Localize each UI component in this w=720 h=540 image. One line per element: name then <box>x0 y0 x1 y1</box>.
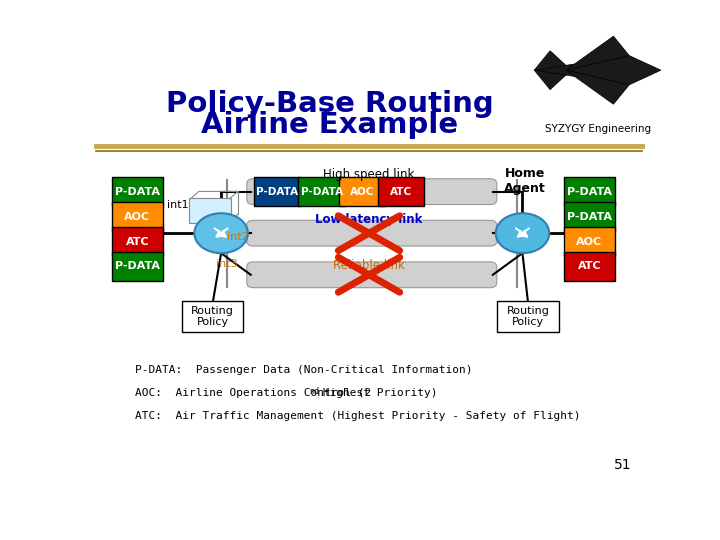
FancyBboxPatch shape <box>247 179 497 205</box>
FancyBboxPatch shape <box>247 262 497 288</box>
Polygon shape <box>534 51 566 70</box>
Text: ATC: ATC <box>125 237 149 247</box>
Text: Policy-Base Routing: Policy-Base Routing <box>166 90 494 118</box>
Text: ATC: ATC <box>577 261 601 272</box>
Text: P-DATA: P-DATA <box>115 261 160 272</box>
FancyBboxPatch shape <box>189 198 231 223</box>
Text: Reliable link: Reliable link <box>333 259 405 272</box>
Text: Highest Priority): Highest Priority) <box>316 388 438 399</box>
Polygon shape <box>534 56 661 85</box>
Polygon shape <box>566 36 629 70</box>
Text: AOC: AOC <box>576 237 603 247</box>
FancyBboxPatch shape <box>112 178 163 206</box>
FancyBboxPatch shape <box>112 227 163 255</box>
FancyBboxPatch shape <box>378 178 424 206</box>
Circle shape <box>194 213 248 253</box>
Text: P-DATA: P-DATA <box>567 212 612 221</box>
Text: 51: 51 <box>613 458 631 472</box>
FancyBboxPatch shape <box>564 202 615 231</box>
FancyBboxPatch shape <box>247 220 497 246</box>
Text: Routing
Policy: Routing Policy <box>507 306 549 327</box>
FancyBboxPatch shape <box>112 202 163 231</box>
FancyBboxPatch shape <box>182 301 243 332</box>
Text: Routing
Policy: Routing Policy <box>192 306 234 327</box>
FancyBboxPatch shape <box>564 227 615 255</box>
FancyBboxPatch shape <box>298 178 345 206</box>
FancyBboxPatch shape <box>253 178 300 206</box>
Text: P-DATA: P-DATA <box>115 187 160 197</box>
Polygon shape <box>534 70 566 90</box>
FancyBboxPatch shape <box>112 252 163 281</box>
Text: int1: int1 <box>167 200 189 210</box>
Text: AOC: AOC <box>349 187 374 197</box>
Text: High speed link: High speed link <box>323 167 415 181</box>
Text: int3: int3 <box>215 259 237 268</box>
Text: int2: int2 <box>227 232 248 242</box>
FancyBboxPatch shape <box>338 178 385 206</box>
Polygon shape <box>566 70 629 104</box>
Text: ATC: ATC <box>390 187 412 197</box>
Text: P-DATA: P-DATA <box>567 187 612 197</box>
FancyBboxPatch shape <box>498 301 559 332</box>
Text: nd: nd <box>310 387 319 396</box>
Text: Airline Example: Airline Example <box>202 111 459 139</box>
Text: Low latency link: Low latency link <box>315 213 423 226</box>
FancyBboxPatch shape <box>564 252 615 281</box>
Text: P-DATA:  Passenger Data (Non-Critical Information): P-DATA: Passenger Data (Non-Critical Inf… <box>135 366 472 375</box>
Text: SYZYGY Engineering: SYZYGY Engineering <box>544 124 651 134</box>
Text: ATC:  Air Traffic Management (Highest Priority - Safety of Flight): ATC: Air Traffic Management (Highest Pri… <box>135 411 580 421</box>
Text: AOC: AOC <box>125 212 150 221</box>
Text: AOC:  Airline Operations Control (2: AOC: Airline Operations Control (2 <box>135 388 371 399</box>
FancyBboxPatch shape <box>564 178 615 206</box>
Text: P-DATA: P-DATA <box>256 187 298 197</box>
Text: Home
Agent: Home Agent <box>505 166 546 194</box>
Circle shape <box>495 213 549 253</box>
Text: P-DATA: P-DATA <box>300 187 343 197</box>
